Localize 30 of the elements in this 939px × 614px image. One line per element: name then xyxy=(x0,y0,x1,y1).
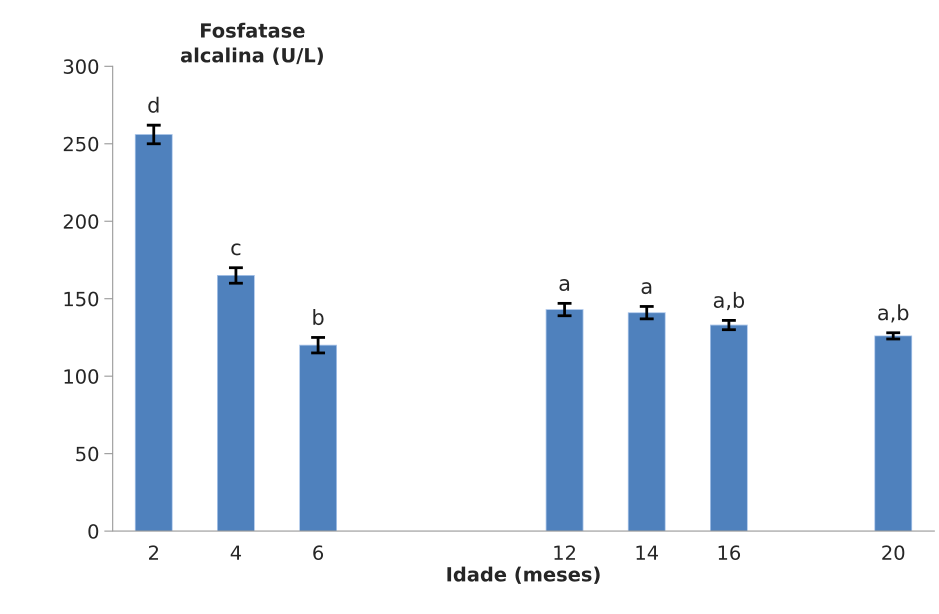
bar xyxy=(299,344,337,532)
y-tick-label: 200 xyxy=(64,214,98,229)
x-axis-title: Idade (meses) xyxy=(447,566,600,584)
x-tick-label: 12 xyxy=(554,545,575,560)
annotation: d xyxy=(148,96,158,113)
x-tick-label: 16 xyxy=(718,545,740,560)
bar xyxy=(217,275,255,532)
annotation: a xyxy=(642,282,652,294)
annotation: a,b xyxy=(714,292,744,310)
y-axis-title: Fosfatase alcalina (U/L) xyxy=(180,22,323,65)
y-tick-label: 0 xyxy=(88,524,98,539)
y-tick-label: 250 xyxy=(64,136,98,152)
x-tick-label: 2 xyxy=(149,545,158,560)
x-tick-label: 4 xyxy=(230,546,242,560)
y-tick-label: 300 xyxy=(64,59,98,74)
x-tick-label: 6 xyxy=(313,545,324,560)
x-tick-label: 20 xyxy=(882,545,904,560)
annotation: a,b xyxy=(878,304,908,323)
y-tick-label: 150 xyxy=(64,292,98,306)
bar xyxy=(874,335,912,532)
annotation: a xyxy=(559,279,570,291)
annotation: b xyxy=(313,308,324,326)
x-tick-label: 14 xyxy=(636,546,658,560)
bar xyxy=(628,312,666,532)
y-tick-label: 100 xyxy=(64,369,98,384)
annotation: c xyxy=(231,243,240,256)
bar xyxy=(710,324,748,532)
y-tick-label: 50 xyxy=(76,446,98,462)
bar xyxy=(134,134,173,532)
bar xyxy=(546,309,584,532)
